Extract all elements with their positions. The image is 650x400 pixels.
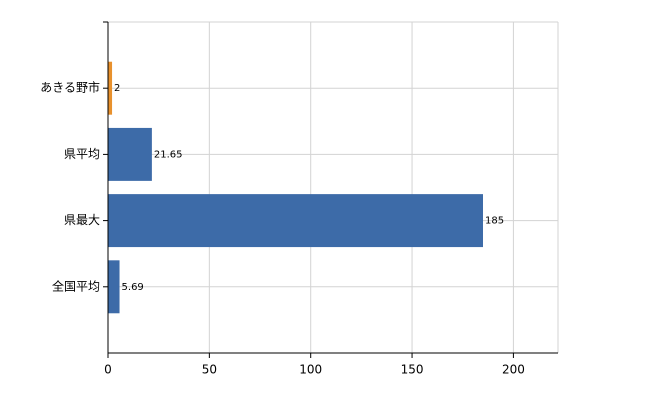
data-label: 2 (114, 83, 120, 94)
y-tick-label: 県平均 (64, 147, 100, 161)
x-tick-label: 150 (401, 363, 424, 377)
y-tick-label: 全国平均 (52, 278, 100, 293)
bar (108, 61, 113, 115)
bar (108, 194, 483, 248)
data-label: 185 (485, 216, 504, 227)
y-tick-label: 県最大 (64, 213, 100, 227)
data-label: 21.65 (154, 149, 183, 160)
x-tick-label: 100 (299, 363, 322, 377)
data-label: 5.69 (122, 282, 144, 293)
bar (108, 260, 120, 314)
x-tick-label: 0 (104, 363, 112, 377)
x-tick-label: 50 (202, 363, 217, 377)
x-tick-label: 200 (502, 363, 525, 377)
y-tick-label: あきる野市 (40, 80, 100, 95)
bar (108, 127, 152, 181)
